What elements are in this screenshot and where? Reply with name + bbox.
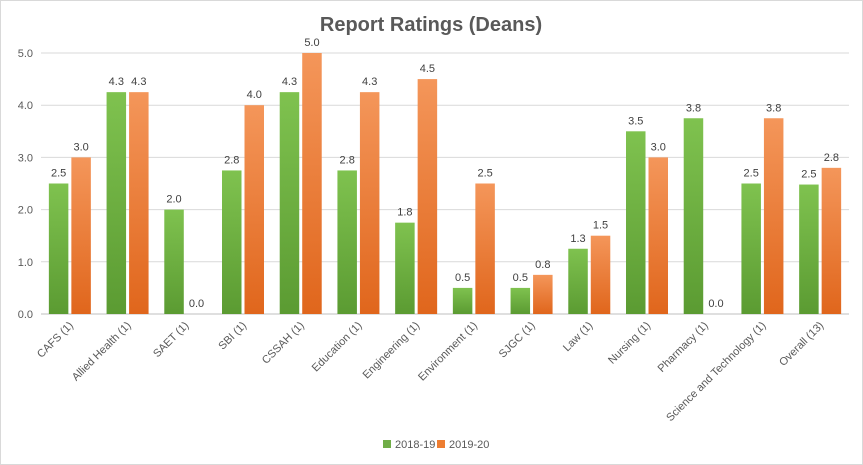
data-label: 0.0 — [708, 298, 723, 310]
data-label: 1.8 — [397, 207, 412, 219]
bar-2018-19 — [626, 131, 646, 314]
bar-2019-20 — [821, 167, 842, 314]
bar-2018-19 — [222, 170, 242, 314]
x-category-label: SAET (1) — [151, 320, 191, 360]
bar-2019-20 — [359, 92, 380, 315]
x-category-label: Education (1) — [310, 320, 365, 375]
data-label: 3.0 — [73, 141, 88, 153]
data-label: 4.0 — [247, 89, 262, 101]
bar-2019-20 — [648, 157, 668, 314]
data-label: 5.0 — [304, 37, 319, 49]
x-category-label: CAFS (1) — [35, 320, 76, 361]
chart-title: Report Ratings (Deans) — [320, 14, 542, 36]
bar-2019-20 — [417, 79, 438, 314]
bar-2018-19 — [568, 248, 588, 314]
legend-swatch — [383, 440, 391, 448]
bar-2018-19 — [452, 287, 473, 314]
bar-2018-19 — [683, 118, 704, 314]
y-tick-label: 0.0 — [18, 309, 33, 321]
data-label: 0.5 — [455, 272, 470, 284]
bar-2018-19 — [106, 92, 127, 315]
x-category-label: CSSAH (1) — [260, 320, 307, 367]
bars — [48, 53, 842, 315]
bar-2019-20 — [533, 274, 553, 314]
data-label: 0.8 — [535, 259, 550, 271]
data-label: 2.5 — [51, 168, 66, 180]
legend-label: 2018-19 — [395, 439, 435, 451]
data-labels: 2.5 3.0 4.3 4.3 2.0 0.0 2.8 4.0 4.3 5.0 2.8 4.3 1.8 4… — [51, 37, 839, 310]
bar-2019-20 — [244, 105, 264, 314]
x-category-label: Environment (1) — [416, 320, 480, 384]
bar-2019-20 — [590, 235, 611, 314]
y-tick-label: 1.0 — [18, 257, 33, 269]
data-label: 1.5 — [593, 220, 608, 232]
data-label: 4.3 — [282, 76, 297, 88]
data-label: 1.3 — [570, 233, 585, 245]
x-category-label: Pharmacy (1) — [656, 320, 711, 375]
data-label: 3.5 — [628, 115, 643, 127]
data-label: 4.3 — [109, 76, 124, 88]
data-label: 4.3 — [362, 76, 377, 88]
data-label: 2.5 — [477, 168, 492, 180]
x-category-label: Overall (13) — [777, 320, 826, 369]
gridlines — [41, 52, 849, 315]
legend-swatch — [437, 440, 445, 448]
bar-2018-19 — [279, 92, 300, 315]
bar-2018-19 — [164, 209, 184, 314]
bar-2019-20 — [763, 118, 784, 314]
data-label: 3.8 — [686, 102, 701, 114]
x-category-label: SBI (1) — [216, 320, 249, 353]
data-label: 2.5 — [744, 168, 759, 180]
x-axis-categories: CAFS (1)Allied Health (1) SAET (1) SBI (1)… — [35, 320, 826, 424]
bar-2018-19 — [799, 184, 819, 314]
x-category-label: SJGC (1) — [497, 320, 538, 361]
bar-2019-20 — [302, 53, 322, 314]
y-tick-label: 2.0 — [18, 205, 33, 217]
data-label: 2.8 — [824, 152, 839, 164]
data-label: 3.0 — [651, 141, 666, 153]
data-label: 4.3 — [131, 76, 146, 88]
data-label: 2.5 — [801, 169, 816, 181]
data-label: 2.0 — [166, 194, 181, 206]
data-label: 3.8 — [766, 102, 781, 114]
data-label: 0.0 — [189, 298, 204, 310]
y-tick-label: 5.0 — [18, 48, 33, 60]
bar-2018-19 — [510, 287, 531, 314]
data-label: 4.5 — [420, 63, 435, 75]
legend: 2018-19 2019-20 — [383, 439, 489, 451]
x-category-label: Science and Technology (1) — [664, 320, 768, 424]
bar-2018-19 — [337, 170, 357, 314]
y-tick-label: 3.0 — [18, 152, 33, 164]
x-category-label: Law (1) — [561, 320, 595, 354]
bar-2018-19 — [48, 183, 69, 314]
data-label: 0.5 — [513, 272, 528, 284]
y-tick-label: 4.0 — [18, 100, 33, 112]
bar-2018-19 — [395, 222, 415, 314]
x-category-label: Engineering (1) — [361, 320, 423, 382]
data-label: 2.8 — [340, 154, 355, 166]
x-category-label: Allied Health (1) — [70, 320, 134, 384]
y-axis-ticks: 0.0 1.0 2.0 3.0 4.0 5.0 — [18, 48, 33, 321]
bar-2018-19 — [741, 183, 761, 314]
bar-2019-20 — [129, 92, 149, 315]
bar-2019-20 — [71, 157, 91, 314]
data-label: 2.8 — [224, 154, 239, 166]
x-category-label: Nursing (1) — [606, 320, 653, 367]
legend-label: 2019-20 — [449, 439, 489, 451]
bar-2019-20 — [475, 183, 495, 314]
